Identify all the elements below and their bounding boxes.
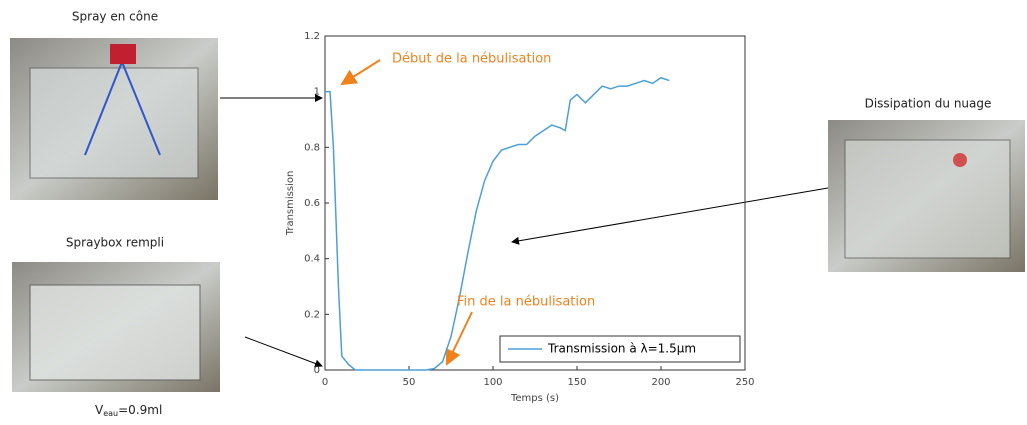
- arrow: [445, 311, 473, 366]
- arrow: [511, 187, 829, 245]
- x-tick-label: 100: [483, 377, 502, 388]
- x-axis-label: Temps (s): [510, 393, 559, 404]
- y-tick-label: 1.2: [304, 31, 320, 42]
- arrow: [244, 336, 323, 368]
- y-tick-label: 0.2: [304, 309, 320, 320]
- volume-rest: =0.9ml: [118, 403, 162, 417]
- legend-label: Transmission à λ=1.5µm: [547, 342, 696, 356]
- annotation: Début de la nébulisation: [392, 52, 551, 67]
- x-tick-label: 0: [322, 377, 328, 388]
- y-tick-label: 0.4: [304, 254, 320, 265]
- y-tick-label: 0: [314, 365, 320, 376]
- x-tick-label: 150: [567, 377, 586, 388]
- y-axis-label: Transmission: [285, 171, 296, 237]
- photo: [10, 38, 218, 200]
- y-tick-label: 0.6: [304, 198, 320, 209]
- volume-label: Veau=0.9ml: [95, 403, 162, 418]
- y-tick-label: 1: [314, 87, 320, 98]
- photo-caption: Spray en cône: [72, 10, 158, 24]
- photo: [12, 262, 220, 392]
- photo: [828, 120, 1025, 272]
- axes-box: [324, 35, 746, 371]
- photo-caption: Spraybox rempli: [66, 236, 164, 250]
- x-tick-label: 200: [651, 377, 670, 388]
- x-tick-label: 50: [403, 377, 416, 388]
- data-line: [325, 76, 670, 371]
- volume-main: V: [95, 403, 104, 417]
- y-tick-label: 0.8: [304, 142, 320, 153]
- x-tick-label: 250: [735, 377, 754, 388]
- photo-caption: Dissipation du nuage: [865, 97, 992, 111]
- volume-sub: eau: [103, 409, 118, 418]
- annotation: Fin de la nébulisation: [457, 295, 595, 310]
- arrow: [340, 59, 381, 86]
